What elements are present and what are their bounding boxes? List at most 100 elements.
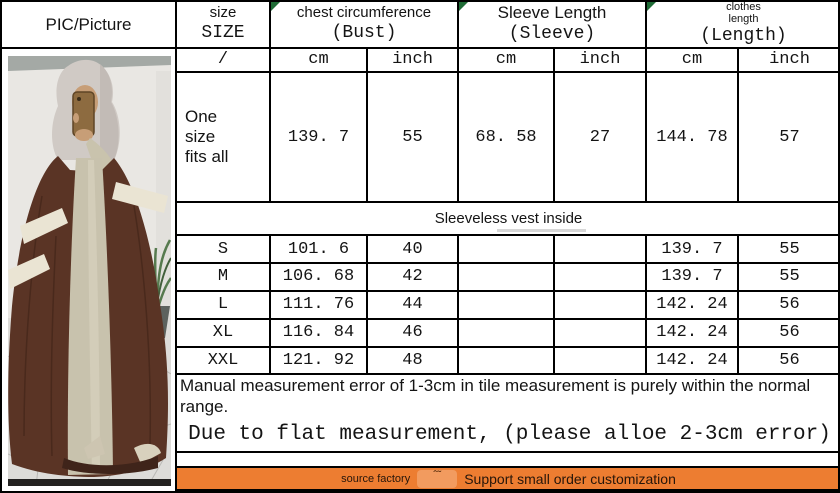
col-header-bust: chest circumference (Bust)	[271, 2, 459, 49]
bust-inch-value: 48	[368, 347, 459, 376]
length-cm-value: 142. 24	[647, 319, 739, 348]
right-shoe	[134, 443, 161, 464]
bust-inch-value: 42	[368, 263, 459, 292]
bust-cm-value: 101. 6	[271, 236, 368, 264]
pic-header-cell: PIC/Picture	[2, 2, 175, 49]
length-cm-value: 142. 24	[647, 291, 739, 320]
unit-cell: inch	[739, 49, 838, 73]
table-row: S 101. 6 40 139. 7 55	[177, 236, 838, 264]
size-value: S	[177, 236, 271, 264]
sleeve-cm-value	[459, 236, 555, 264]
hem-shadow	[62, 456, 158, 474]
size-value: M	[177, 263, 271, 292]
one-size-row: One size fits all 139. 7 55 68. 58 27 14…	[177, 72, 838, 204]
one-size-label-cell: One size fits all	[177, 72, 271, 204]
length-label-line2: length	[728, 12, 759, 25]
table-row: M 106. 68 42 139. 7 55	[177, 263, 838, 292]
sleeve-sublabel: (Sleeve)	[508, 23, 596, 44]
divider-label: Sleeveless vest inside	[434, 210, 586, 233]
sleeve-label: Sleeve Length	[497, 3, 607, 23]
sleeve-inch-value: 27	[555, 72, 647, 204]
one-size-line: size	[185, 126, 216, 146]
length-inch-value: 55	[739, 236, 838, 264]
table-header-row: size SIZE chest circumference (Bust) Sle…	[177, 2, 838, 49]
manual-measurement-note: Manual measurement error of 1-3cm in til…	[180, 376, 811, 416]
sleeve-cm-value	[459, 291, 555, 320]
sleeve-cm-value	[459, 347, 555, 376]
pic-header-label: PIC/Picture	[45, 14, 132, 34]
length-inch-value: 56	[739, 320, 838, 348]
dress-highlight	[88, 160, 100, 474]
left-cuff-stripe-upper	[20, 208, 68, 244]
bust-cm-value: 106. 68	[271, 263, 368, 292]
one-size-line: fits all	[185, 147, 229, 167]
bust-cm-value: 111. 76	[271, 291, 368, 320]
bust-inch-value: 55	[368, 72, 459, 204]
size-value: XXL	[177, 347, 271, 376]
unit-subheader-row: / cm inch cm inch cm inch	[177, 48, 838, 73]
length-inch-value: 57	[739, 73, 838, 204]
bust-cm-value: 121. 92	[271, 347, 368, 376]
thumb	[73, 113, 79, 123]
length-sublabel: (Length)	[700, 26, 787, 47]
bust-cm-value: 139. 7	[271, 72, 368, 204]
table-row: XXL 121. 92 48 142. 24 56	[177, 347, 838, 376]
right-cuff-stripe	[112, 182, 168, 213]
length-cm-value: 139. 7	[647, 236, 739, 264]
size-label-caps: SIZE	[201, 22, 245, 43]
hand	[75, 129, 93, 141]
sleeve-inch-value	[555, 319, 647, 348]
length-inch-value: 56	[739, 348, 838, 376]
model-figure	[8, 59, 168, 477]
length-cm-value: 144. 78	[647, 72, 739, 204]
length-cm-value: 142. 24	[647, 347, 739, 376]
flat-measurement-note: Due to flat measurement, (please alloe 2…	[177, 417, 838, 454]
col-header-size: size SIZE	[177, 2, 271, 49]
sleeve-inch-value	[555, 236, 647, 264]
sleeve-inch-value	[555, 347, 647, 376]
unit-cell: inch	[368, 48, 459, 73]
unit-cell: inch	[555, 48, 647, 73]
bust-inch-value: 40	[368, 236, 459, 264]
bust-inch-value: 46	[368, 319, 459, 348]
divider-cell: Sleeveless vest inside	[177, 203, 838, 237]
sleeve-inch-value	[555, 263, 647, 292]
photo-bottom-strip	[8, 479, 171, 486]
left-cuff-stripe-lower	[8, 254, 50, 289]
spacer	[177, 453, 838, 466]
table-row: XL 116. 84 46 142. 24 56	[177, 319, 838, 348]
length-label-line1: clothes	[726, 2, 761, 13]
length-inch-value: 55	[739, 264, 838, 292]
col-header-length: clothes length (Length)	[647, 2, 838, 49]
bust-sublabel: (Bust)	[331, 22, 397, 43]
one-size-line: One	[185, 106, 218, 126]
comment-triangle-icon	[647, 2, 656, 11]
size-table: size SIZE chest circumference (Bust) Sle…	[177, 2, 838, 491]
footer-banner: source factory ˆ˜ Support small order cu…	[177, 466, 838, 491]
source-factory-label: source factory	[341, 472, 411, 485]
product-photo	[8, 56, 171, 486]
logo-blob-icon: ˆ˜	[417, 469, 458, 488]
bust-label: chest circumference	[296, 4, 432, 22]
col-header-sleeve: Sleeve Length (Sleeve)	[459, 2, 647, 49]
phone-camera	[77, 97, 81, 101]
size-value: XL	[177, 319, 271, 348]
table-row: L 111. 76 44 142. 24 56	[177, 291, 838, 320]
customization-label: Support small order customization	[464, 470, 676, 487]
bust-cm-value: 116. 84	[271, 319, 368, 348]
comment-triangle-icon	[271, 2, 280, 11]
hijab-shadow	[100, 64, 119, 160]
sleeve-cm-value: 68. 58	[459, 72, 555, 204]
bust-inch-value: 44	[368, 291, 459, 320]
length-inch-value: 56	[739, 292, 838, 320]
photo-cell	[2, 49, 175, 491]
size-value: L	[177, 291, 271, 320]
unit-cell: cm	[647, 48, 739, 73]
sleeve-inch-value	[555, 291, 647, 320]
divider-row: Sleeveless vest inside	[177, 203, 838, 237]
comment-triangle-icon	[459, 2, 468, 11]
sleeve-cm-value	[459, 319, 555, 348]
left-shoe	[84, 436, 105, 459]
length-cm-value: 139. 7	[647, 263, 739, 292]
